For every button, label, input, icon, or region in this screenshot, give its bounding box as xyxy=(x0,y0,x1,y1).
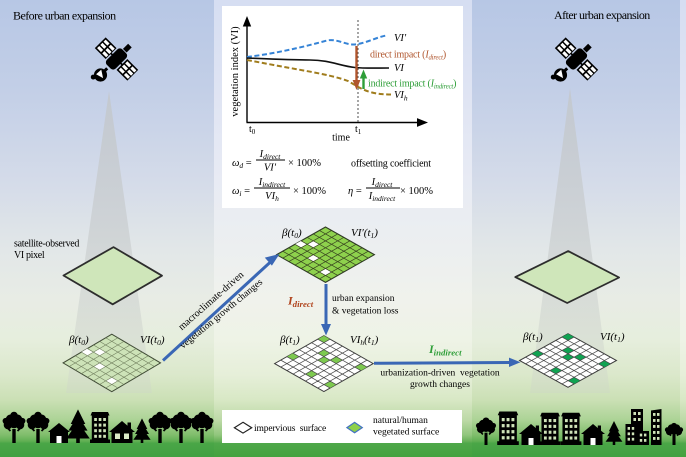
svg-text:Iindirect: Iindirect xyxy=(258,177,286,189)
svg-text:urbanization-driven vegetatio: urbanization-driven vegetation xyxy=(380,369,499,379)
svg-text:satellite-observed: satellite-observed xyxy=(14,239,79,250)
svg-text:vegetated surface: vegetated surface xyxy=(373,427,439,438)
svg-text:VI′: VI′ xyxy=(394,33,407,44)
svg-text:β(t1): β(t1) xyxy=(279,334,300,347)
svg-text:η =: η = xyxy=(348,186,362,197)
svg-text:β(t0): β(t0) xyxy=(68,334,89,347)
svg-text:VI′: VI′ xyxy=(264,163,277,174)
svg-text:Before urban expansion: Before urban expansion xyxy=(13,9,116,23)
svg-text:β(t0): β(t0) xyxy=(281,227,302,240)
svg-text:Iindirect: Iindirect xyxy=(368,191,396,203)
svg-text:β(t1): β(t1) xyxy=(522,331,543,344)
svg-text:offsetting coefficient: offsetting coefficient xyxy=(351,159,431,170)
svg-text:time: time xyxy=(332,133,350,144)
svg-text:VIh: VIh xyxy=(265,191,279,203)
svg-text:natural/human: natural/human xyxy=(373,416,428,426)
svg-text:urban expansion: urban expansion xyxy=(332,294,395,304)
svg-text:& vegetation loss: & vegetation loss xyxy=(332,307,399,317)
svg-text:VI pixel: VI pixel xyxy=(14,250,45,261)
svg-text:VI(t0): VI(t0) xyxy=(140,334,165,347)
svg-text:vegetation index (VI): vegetation index (VI) xyxy=(230,26,241,117)
svg-text:Idirect: Idirect xyxy=(371,177,394,189)
svg-text:growth changes: growth changes xyxy=(410,380,470,390)
svg-text:VI(t1): VI(t1) xyxy=(600,331,625,344)
svg-text:VIh: VIh xyxy=(394,90,408,103)
svg-text:VI: VI xyxy=(394,63,404,74)
svg-text:× 100%: × 100% xyxy=(293,186,326,197)
svg-text:× 100%: × 100% xyxy=(288,158,321,169)
svg-text:ωd =: ωd = xyxy=(232,158,252,170)
svg-text:direct impact (Idirect): direct impact (Idirect) xyxy=(370,50,446,62)
svg-text:VIh(t1): VIh(t1) xyxy=(350,334,379,347)
svg-text:VI′(t1): VI′(t1) xyxy=(351,227,378,240)
svg-text:× 100%: × 100% xyxy=(400,186,433,197)
svg-text:t0: t0 xyxy=(249,124,256,136)
svg-text:t1: t1 xyxy=(355,124,362,136)
svg-text:Idirect: Idirect xyxy=(259,149,282,161)
svg-text:After urban expansion: After urban expansion xyxy=(554,8,650,22)
svg-text:ωi =: ωi = xyxy=(232,186,250,198)
svg-text:impervious surface: impervious surface xyxy=(254,423,326,434)
